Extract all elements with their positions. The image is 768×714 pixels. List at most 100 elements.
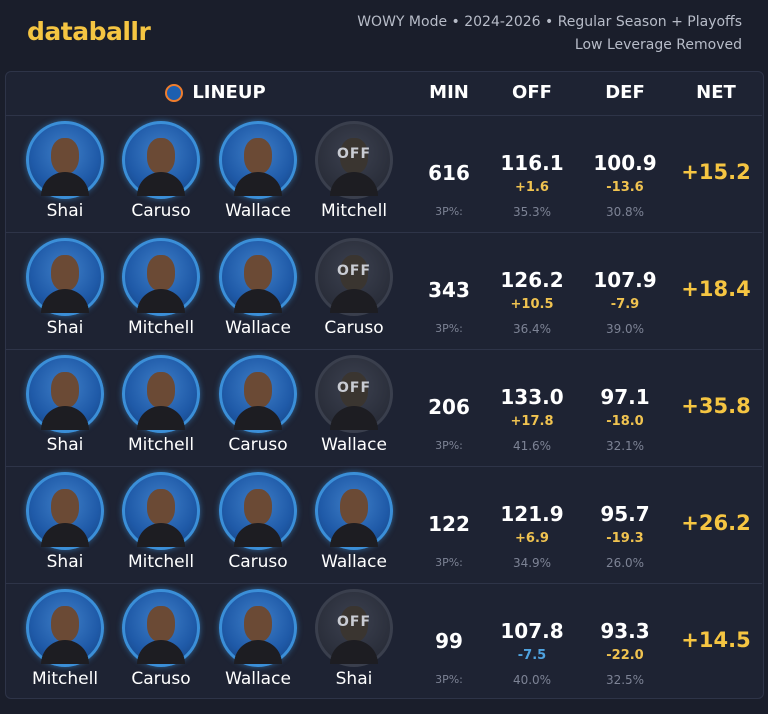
jersey: [41, 640, 89, 664]
off-delta: +6.9: [515, 531, 549, 546]
def-rating: 97.1: [600, 385, 650, 409]
player-avatar: OFF: [315, 589, 393, 667]
jersey: [234, 172, 282, 196]
off-delta: -7.5: [517, 648, 547, 663]
face: [51, 255, 79, 291]
column-header: OFF: [512, 82, 552, 103]
face: [244, 489, 272, 525]
player-name: Mitchell: [127, 318, 195, 338]
player-name: Shai: [46, 552, 84, 572]
player-name: Caruso: [228, 552, 288, 572]
off-three-pt: 36.4%: [512, 322, 552, 336]
face: [244, 606, 272, 642]
face: [51, 138, 79, 174]
minutes: 343: [428, 278, 470, 302]
jersey: [137, 523, 185, 547]
jersey: [137, 289, 185, 313]
row-separator: [6, 349, 762, 350]
minutes: 206: [428, 395, 470, 419]
net-rating: +14.5: [681, 628, 751, 652]
face: [51, 489, 79, 525]
def-rating: 107.9: [593, 268, 657, 292]
off-rating: 121.9: [500, 502, 564, 526]
player-avatar: OFF: [315, 355, 393, 433]
def-rating: 93.3: [600, 619, 650, 643]
minutes: 616: [428, 161, 470, 185]
player-avatar: OFF: [315, 121, 393, 199]
three-pt-label: 3P%:: [435, 205, 463, 218]
face: [244, 372, 272, 408]
player-name: Mitchell: [31, 669, 99, 689]
face: [51, 372, 79, 408]
def-delta: -13.6: [606, 180, 644, 195]
three-pt-label: 3P%:: [435, 556, 463, 569]
player-avatar: [122, 589, 200, 667]
def-three-pt: 30.8%: [605, 205, 645, 219]
off-delta: +1.6: [515, 180, 549, 195]
player-avatar: [219, 121, 297, 199]
def-delta: -18.0: [606, 414, 644, 429]
off-badge: OFF: [336, 614, 372, 630]
jersey: [330, 523, 378, 547]
jersey: [137, 406, 185, 430]
row-separator: [6, 583, 762, 584]
face: [244, 138, 272, 174]
jersey: [234, 640, 282, 664]
off-delta: +10.5: [510, 297, 554, 312]
minutes: 122: [428, 512, 470, 536]
player-avatar: [26, 121, 104, 199]
jersey: [330, 289, 378, 313]
subtitle: WOWY Mode • 2024-2026 • Regular Season +…: [357, 14, 742, 30]
off-three-pt: 34.9%: [512, 556, 552, 570]
player-avatar: [122, 355, 200, 433]
row-separator: [6, 115, 762, 116]
def-three-pt: 26.0%: [605, 556, 645, 570]
player-name: Mitchell: [127, 552, 195, 572]
face: [340, 489, 368, 525]
def-three-pt: 32.1%: [605, 439, 645, 453]
def-delta: -19.3: [606, 531, 644, 546]
off-three-pt: 41.6%: [512, 439, 552, 453]
jersey: [330, 172, 378, 196]
off-badge: OFF: [336, 263, 372, 279]
face: [244, 255, 272, 291]
player-name: Wallace: [321, 435, 387, 455]
player-name: Wallace: [225, 669, 291, 689]
player-name: Wallace: [225, 201, 291, 221]
player-avatar: [26, 238, 104, 316]
face: [340, 255, 368, 291]
face: [340, 138, 368, 174]
off-three-pt: 35.3%: [512, 205, 552, 219]
player-name: Wallace: [225, 318, 291, 338]
net-rating: +15.2: [681, 160, 751, 184]
def-three-pt: 39.0%: [605, 322, 645, 336]
player-name: Wallace: [321, 552, 387, 572]
jersey: [234, 289, 282, 313]
off-badge: OFF: [336, 146, 372, 162]
player-avatar: [26, 589, 104, 667]
net-rating: +26.2: [681, 511, 751, 535]
off-rating: 116.1: [500, 151, 564, 175]
net-rating: +18.4: [681, 277, 751, 301]
off-rating: 133.0: [500, 385, 564, 409]
off-rating: 126.2: [500, 268, 564, 292]
logo: databallr: [27, 17, 151, 46]
player-avatar: [219, 472, 297, 550]
player-name: Mitchell: [320, 201, 388, 221]
jersey: [330, 640, 378, 664]
player-name: Caruso: [131, 669, 191, 689]
player-avatar: OFF: [315, 238, 393, 316]
jersey: [137, 172, 185, 196]
player-avatar: [122, 238, 200, 316]
off-delta: +17.8: [510, 414, 554, 429]
player-avatar: [219, 238, 297, 316]
player-avatar: [26, 472, 104, 550]
def-delta: -22.0: [606, 648, 644, 663]
player-avatar: [219, 589, 297, 667]
team-logo: [165, 84, 183, 102]
minutes: 99: [435, 629, 463, 653]
player-avatar: [122, 121, 200, 199]
jersey: [41, 523, 89, 547]
face: [147, 138, 175, 174]
